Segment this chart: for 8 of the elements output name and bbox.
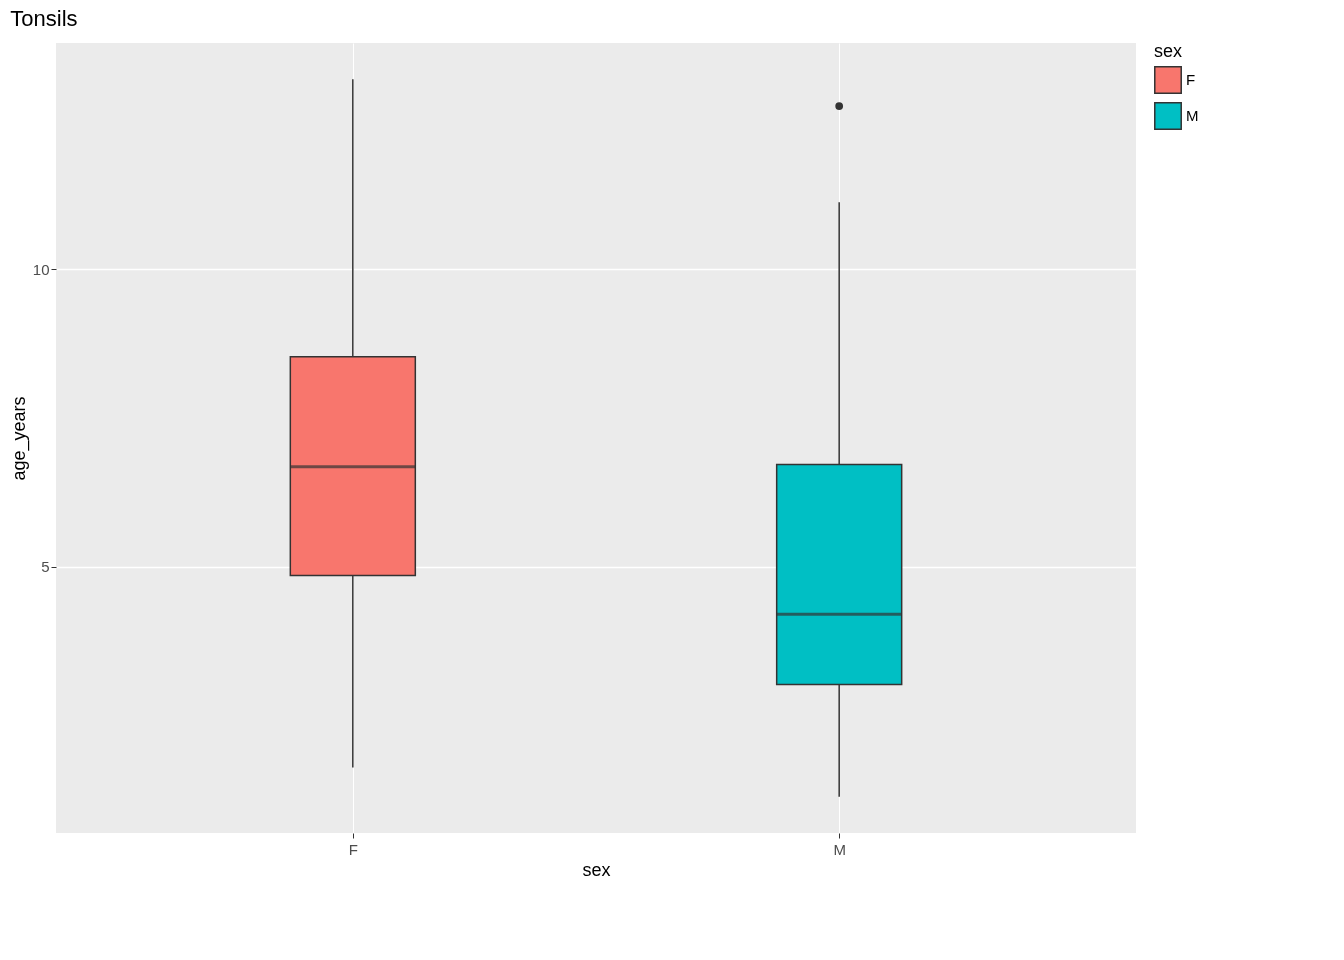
legend-label: M [1186,107,1199,124]
y-tick-label: 10 [32,260,50,278]
y-tick-label: 5 [41,558,50,576]
chart-title: Tonsils [10,6,78,31]
x-axis-title: sex [582,859,611,880]
y-axis-title: age_years [8,396,30,481]
legend-title: sex [1154,41,1183,61]
legend-label: F [1186,71,1196,88]
